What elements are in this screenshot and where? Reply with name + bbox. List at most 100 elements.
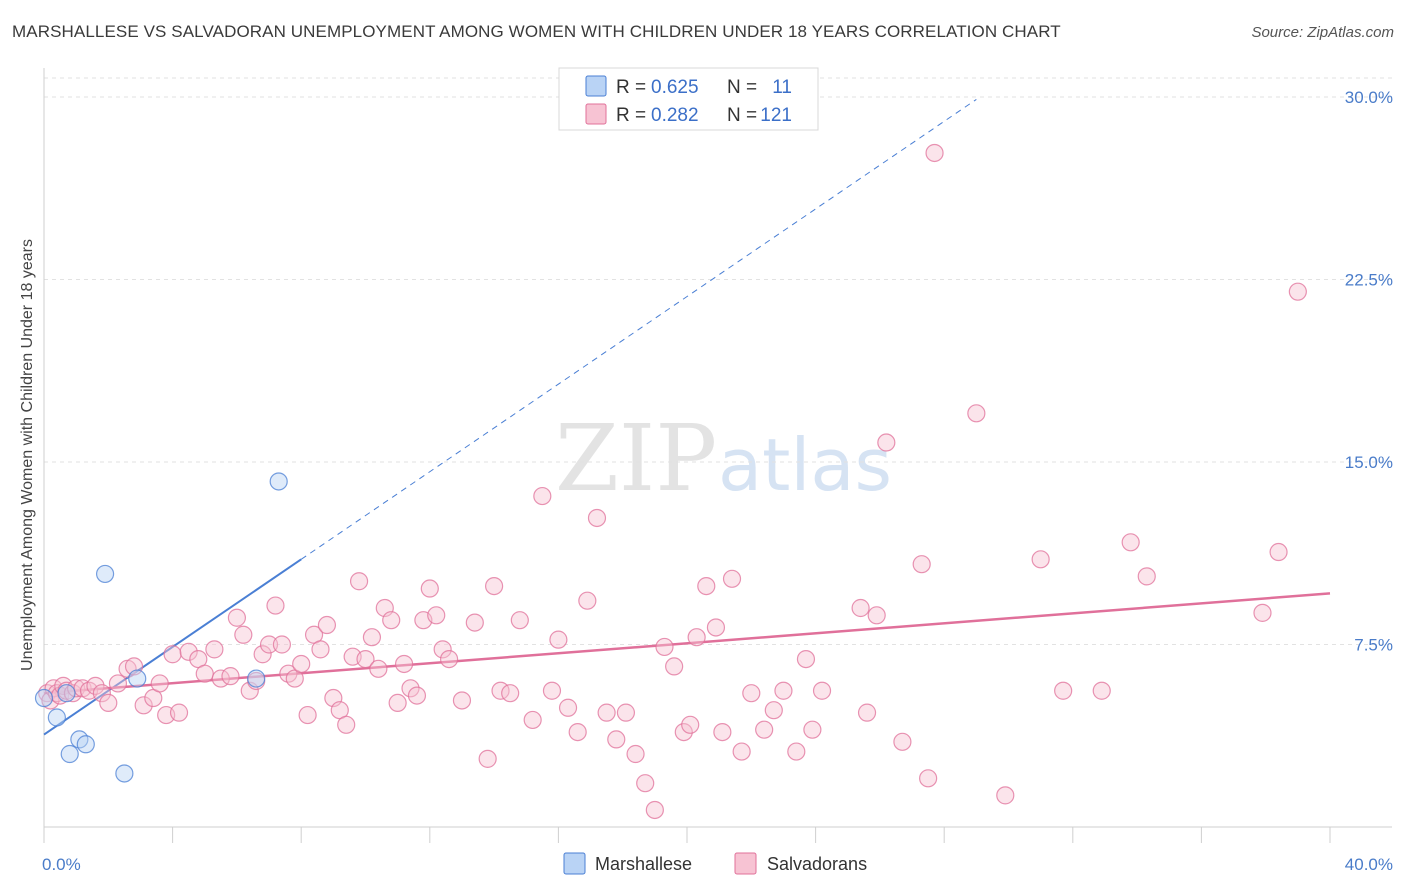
point-marshallese — [269, 472, 288, 491]
point-salvadorans — [803, 720, 822, 739]
point-salvadorans — [266, 596, 285, 615]
point-salvadorans — [134, 696, 153, 715]
point-salvadorans — [722, 569, 742, 588]
point-salvadorans — [542, 681, 562, 700]
legend-n-label: N = — [727, 77, 757, 98]
point-salvadorans — [388, 693, 407, 713]
point-salvadorans — [1269, 542, 1288, 562]
point-salvadorans — [713, 722, 732, 742]
point-salvadorans — [774, 681, 793, 700]
point-salvadorans — [645, 800, 664, 820]
grid-lines — [44, 77, 1392, 645]
trend-line-marshallese-extension — [300, 99, 977, 560]
point-salvadorans — [510, 611, 529, 630]
point-salvadorans — [227, 608, 246, 627]
legend-swatch-marshallese — [585, 75, 607, 97]
point-salvadorans — [1253, 603, 1272, 622]
point-salvadorans — [234, 625, 253, 644]
point-salvadorans — [655, 637, 674, 657]
point-salvadorans — [452, 691, 472, 710]
point-salvadorans — [150, 674, 169, 693]
point-salvadorans — [420, 579, 439, 598]
x-tick-labels: 0.0% 40.0% — [42, 855, 1393, 874]
point-salvadorans — [636, 774, 655, 793]
legend-swatch-salvadorans — [585, 103, 607, 125]
point-salvadorans — [485, 576, 504, 596]
trend-line-marshallese — [43, 558, 302, 736]
y-tick-labels: 7.5% 15.0% 22.5% 30.0% — [1345, 88, 1393, 655]
series-legend-label-marshallese: Marshallese — [595, 854, 692, 874]
point-salvadorans — [787, 742, 806, 761]
series-legend: Marshallese Salvadorans — [563, 852, 867, 875]
point-salvadorans — [253, 645, 272, 664]
point-salvadorans — [99, 693, 118, 713]
point-salvadorans — [616, 703, 636, 722]
trend-lines — [43, 99, 1331, 736]
point-salvadorans — [533, 486, 552, 506]
point-salvadorans — [394, 654, 414, 674]
y-tick-label: 7.5% — [1354, 636, 1393, 655]
point-salvadorans — [996, 786, 1015, 805]
point-salvadorans — [169, 703, 189, 722]
point-salvadorans — [433, 640, 452, 659]
legend-r-label: R = — [616, 105, 646, 126]
point-salvadorans — [317, 615, 337, 635]
y-tick-label: 30.0% — [1345, 88, 1393, 107]
point-salvadorans — [867, 606, 886, 625]
correlation-legend: R = 0.625 N = 11 R = 0.282 N = 121 — [558, 67, 819, 131]
point-marshallese — [34, 688, 54, 708]
data-points — [34, 143, 1307, 820]
point-salvadorans — [337, 715, 356, 734]
point-salvadorans — [1054, 681, 1073, 700]
point-salvadorans — [607, 730, 626, 749]
point-salvadorans — [764, 701, 783, 720]
point-salvadorans — [362, 628, 382, 647]
point-salvadorans — [1121, 533, 1140, 552]
point-salvadorans — [163, 645, 182, 664]
point-salvadorans — [665, 657, 684, 676]
point-salvadorans — [179, 642, 198, 661]
point-marshallese — [60, 744, 79, 764]
point-marshallese — [47, 708, 66, 727]
point-salvadorans — [796, 649, 816, 669]
point-salvadorans — [349, 572, 369, 591]
trend-line-salvadorans — [43, 592, 1331, 695]
point-salvadorans — [356, 649, 375, 669]
chart-title: MARSHALLESE VS SALVADORAN UNEMPLOYMENT A… — [12, 22, 1061, 41]
point-marshallese — [76, 735, 95, 754]
point-salvadorans — [578, 591, 597, 610]
point-salvadorans — [92, 684, 111, 703]
point-salvadorans — [369, 659, 388, 678]
point-salvadorans — [272, 635, 292, 654]
point-salvadorans — [523, 710, 542, 730]
legend-n-label: N = — [727, 105, 757, 126]
point-marshallese — [115, 764, 134, 783]
point-salvadorans — [478, 749, 497, 768]
point-salvadorans — [587, 508, 607, 528]
y-tick-label: 15.0% — [1345, 453, 1393, 472]
point-salvadorans — [439, 649, 459, 669]
legend-r-value: 0.625 — [651, 77, 699, 98]
point-salvadorans — [311, 640, 330, 659]
point-marshallese — [128, 669, 147, 688]
point-salvadorans — [851, 598, 870, 618]
legend-r-label: R = — [616, 77, 646, 98]
point-salvadorans — [732, 742, 751, 761]
point-salvadorans — [501, 684, 520, 703]
point-salvadorans — [674, 722, 693, 742]
y-tick-label: 22.5% — [1345, 271, 1393, 290]
series-legend-label-salvadorans: Salvadorans — [767, 854, 867, 874]
watermark-atlas: atlas — [718, 423, 892, 507]
point-salvadorans — [568, 722, 587, 742]
point-salvadorans — [465, 613, 484, 632]
point-salvadorans — [1288, 282, 1307, 301]
point-salvadorans — [967, 404, 986, 423]
point-salvadorans — [626, 744, 645, 764]
series-legend-swatch-salvadorans — [734, 852, 757, 875]
point-salvadorans — [755, 720, 774, 739]
point-salvadorans — [259, 635, 279, 654]
point-salvadorans — [697, 576, 716, 596]
point-marshallese — [57, 684, 76, 703]
point-salvadorans — [919, 769, 938, 788]
